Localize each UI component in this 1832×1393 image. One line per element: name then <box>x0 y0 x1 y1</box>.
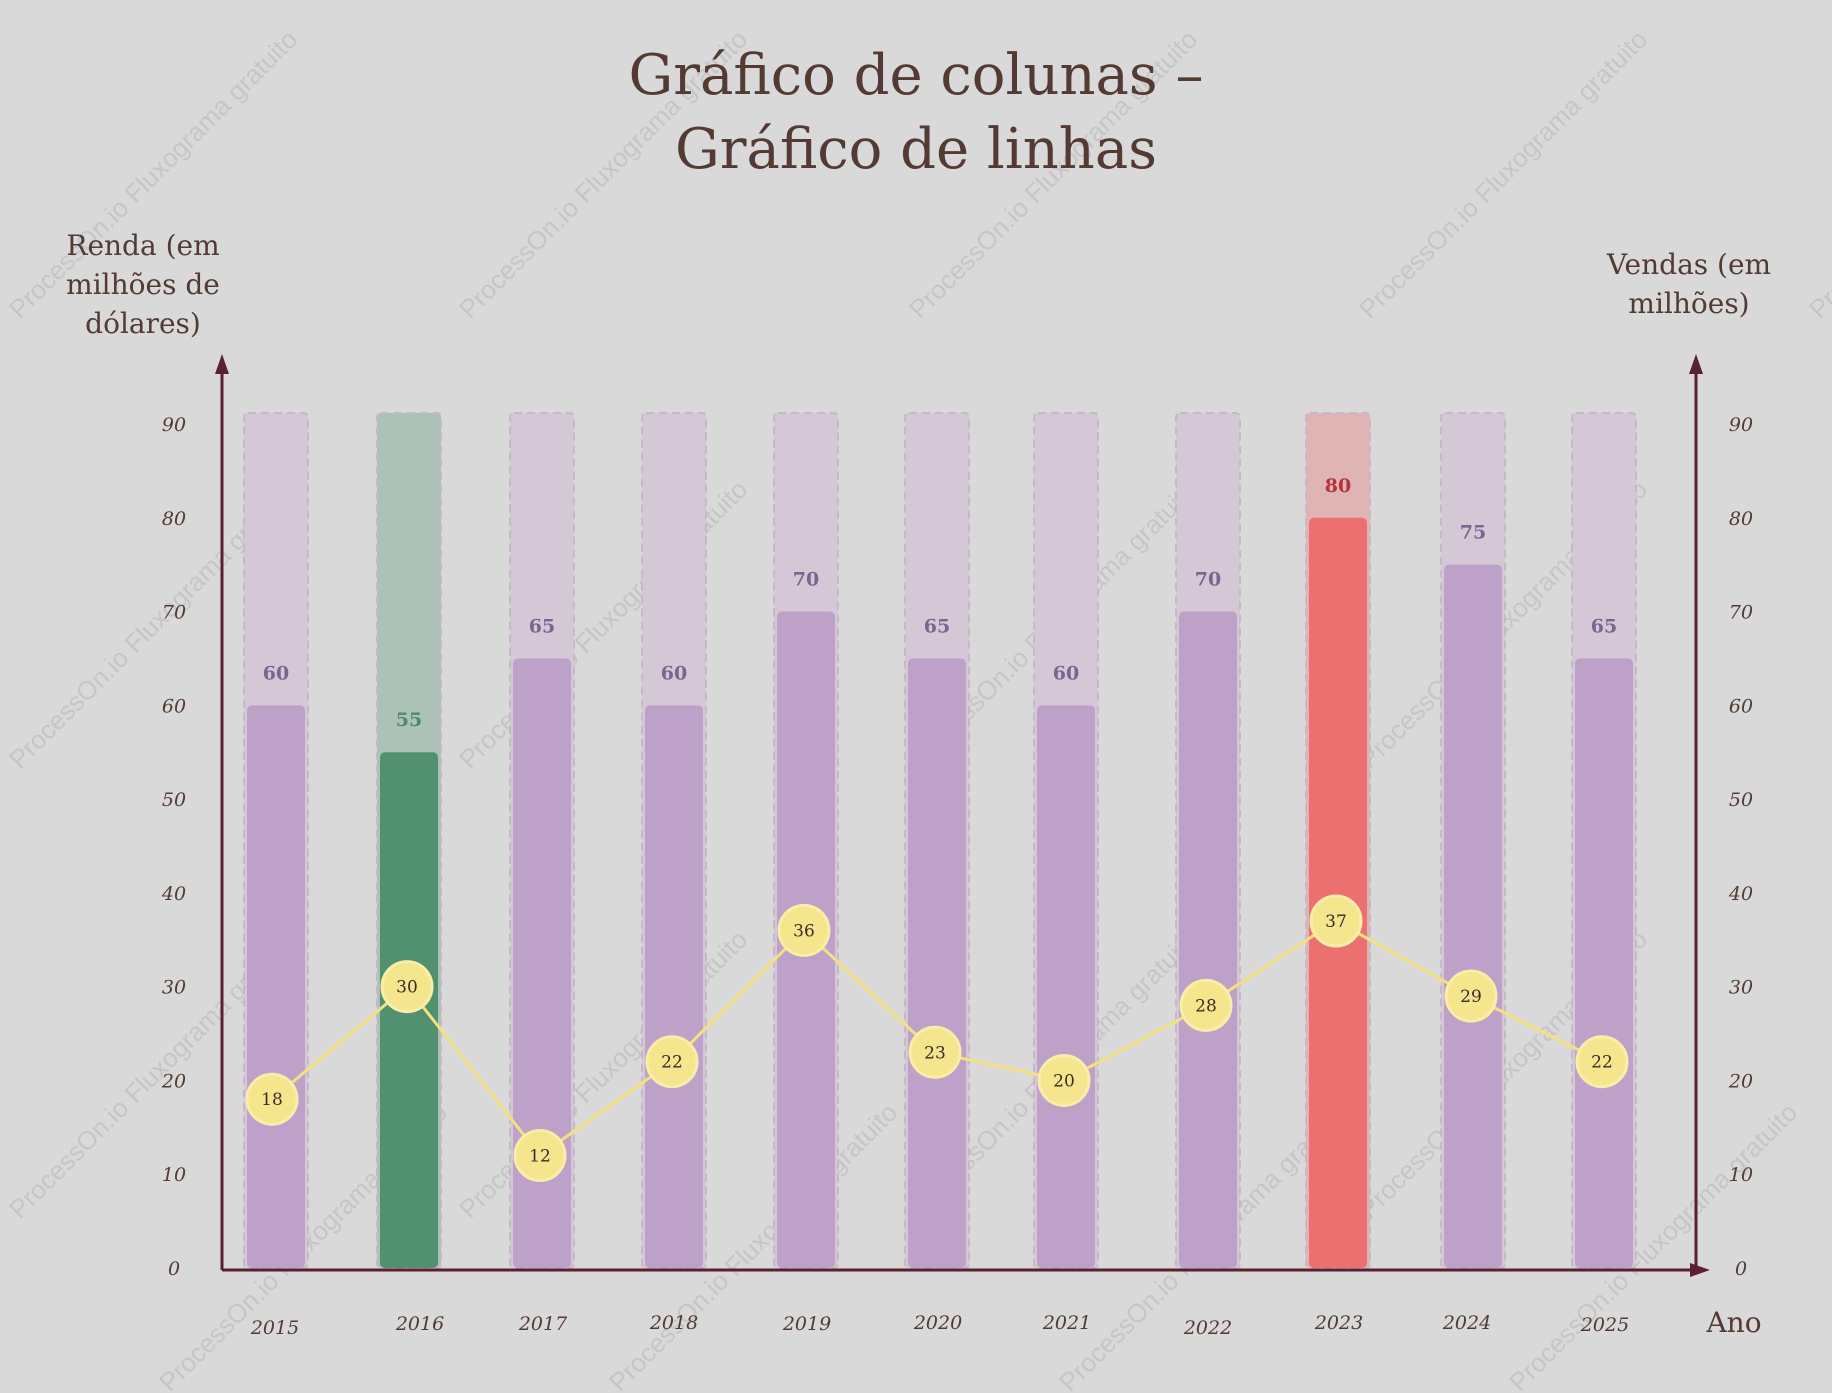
x-tick-label: 2024 <box>1442 1312 1491 1334</box>
bar-layer <box>247 517 1633 1268</box>
line-value-label: 22 <box>1591 1053 1613 1073</box>
left-y-ticks: 0 10 20 30 40 50 60 70 80 90 <box>161 414 186 1280</box>
line-value-label: 23 <box>924 1043 946 1063</box>
line-marker <box>380 960 434 1014</box>
left-y-tick-label: 90 <box>162 414 186 436</box>
x-tick-label: 2023 <box>1314 1312 1363 1334</box>
right-y-tick-label: 60 <box>1729 695 1753 717</box>
right-y-tick-label: 10 <box>1729 1164 1753 1186</box>
x-tick-label: 2021 <box>1042 1312 1091 1334</box>
bar <box>645 705 703 1268</box>
watermark-text: ProcessOn.io Fluxograma gratuito <box>1503 1097 1803 1393</box>
line-value-label: 28 <box>1195 996 1217 1016</box>
bar-value-label: 60 <box>661 662 687 684</box>
bar <box>247 705 305 1268</box>
left-y-tick-label: 50 <box>162 789 186 811</box>
left-axis-title-line-3: dólares) <box>85 307 201 340</box>
chart-title-line-1: Gráfico de colunas – <box>629 43 1204 108</box>
bar-value-label: 65 <box>1591 615 1617 637</box>
x-tick-label: 2022 <box>1183 1317 1232 1339</box>
x-tick-label: 2020 <box>913 1312 962 1334</box>
left-axis-title-line-2: milhões de <box>66 268 220 301</box>
right-y-tick-label: 80 <box>1729 508 1753 530</box>
bar <box>513 658 571 1268</box>
bar-value-label: 55 <box>396 709 422 731</box>
bar-value-label: 75 <box>1460 522 1486 544</box>
bar-value-label: 70 <box>793 569 819 591</box>
line-marker <box>1309 894 1363 948</box>
line-value-label: 20 <box>1053 1071 1075 1091</box>
left-axis-title-line-1: Renda (em <box>66 229 219 262</box>
bar-value-label: 70 <box>1195 569 1221 591</box>
right-y-tick-label: 30 <box>1729 977 1753 999</box>
x-ticks: 2015 2016 2017 2018 2019 2020 2021 2022 2023 2024… <box>250 1312 1629 1339</box>
line-value-label: 30 <box>396 978 418 998</box>
left-y-tick-label: 20 <box>161 1070 186 1092</box>
bar <box>1575 658 1633 1268</box>
x-tick-label: 2016 <box>395 1313 444 1335</box>
x-tick-label: 2025 <box>1580 1314 1629 1336</box>
bar <box>908 658 966 1268</box>
left-y-axis-arrow-icon <box>215 354 229 374</box>
line-value-label: 22 <box>661 1053 683 1073</box>
line-marker <box>513 1128 567 1182</box>
bar-value-label: 60 <box>263 662 289 684</box>
x-axis-title: Ano <box>1705 1306 1761 1339</box>
line-value-label: 12 <box>529 1146 551 1166</box>
x-tick-label: 2015 <box>250 1317 299 1339</box>
x-tick-label: 2019 <box>782 1313 831 1335</box>
left-y-tick-label: 0 <box>168 1258 180 1280</box>
axes-layer <box>215 354 1710 1277</box>
bar-value-label: 65 <box>924 615 950 637</box>
left-y-tick-label: 70 <box>162 602 186 624</box>
bar-value-label: 65 <box>529 615 555 637</box>
watermark-text: ProcessOn.io Fluxograma gratuito <box>453 474 753 774</box>
line-value-label: 36 <box>793 921 815 941</box>
bar-label-layer: 60 55 65 60 70 65 60 70 80 75 65 <box>263 475 1617 731</box>
right-y-tick-label: 20 <box>1728 1070 1753 1092</box>
line-value-label: 18 <box>261 1090 283 1110</box>
x-tick-label: 2018 <box>649 1312 698 1334</box>
bar-value-label: 80 <box>1325 475 1351 497</box>
left-y-tick-label: 80 <box>162 508 186 530</box>
line-marker <box>1179 978 1233 1032</box>
watermark-text: ProcessOn.io Fluxograma gratuito <box>1803 24 1832 324</box>
right-y-tick-label: 0 <box>1735 1258 1747 1280</box>
right-axis-title-line-2: milhões) <box>1628 287 1749 320</box>
left-y-tick-label: 40 <box>161 883 186 905</box>
left-y-tick-label: 60 <box>162 695 186 717</box>
line-marker <box>245 1072 299 1126</box>
left-y-tick-label: 30 <box>162 977 186 999</box>
line-marker <box>1444 969 1498 1023</box>
right-y-tick-label: 40 <box>1728 883 1753 905</box>
bar <box>1309 517 1367 1268</box>
bar <box>1037 705 1095 1268</box>
bar <box>1179 611 1237 1268</box>
line-marker <box>1037 1053 1091 1107</box>
watermark-text: ProcessOn.io Fluxograma gratuito <box>453 924 753 1224</box>
right-y-tick-label: 70 <box>1729 602 1753 624</box>
line-marker <box>908 1025 962 1079</box>
right-y-tick-label: 90 <box>1729 414 1753 436</box>
line-marker-layer: 18 30 12 22 36 23 20 28 37 29 22 <box>245 894 1629 1182</box>
line-value-label: 29 <box>1460 987 1482 1007</box>
bar <box>1444 564 1502 1268</box>
line-marker <box>777 903 831 957</box>
bar-value-label: 60 <box>1053 662 1079 684</box>
x-axis-arrow-icon <box>1690 1263 1710 1277</box>
line-marker <box>1575 1035 1629 1089</box>
right-y-axis-arrow-icon <box>1689 354 1703 374</box>
line-value-label: 37 <box>1325 912 1347 932</box>
chart-title-line-2: Gráfico de linhas <box>675 117 1157 182</box>
line-marker <box>645 1035 699 1089</box>
right-y-ticks: 0 10 20 30 40 50 60 70 80 90 <box>1728 414 1753 1280</box>
left-y-tick-label: 10 <box>162 1164 186 1186</box>
right-y-tick-label: 50 <box>1729 789 1753 811</box>
x-tick-label: 2017 <box>518 1313 568 1335</box>
right-axis-title-line-1: Vendas (em <box>1606 248 1771 281</box>
